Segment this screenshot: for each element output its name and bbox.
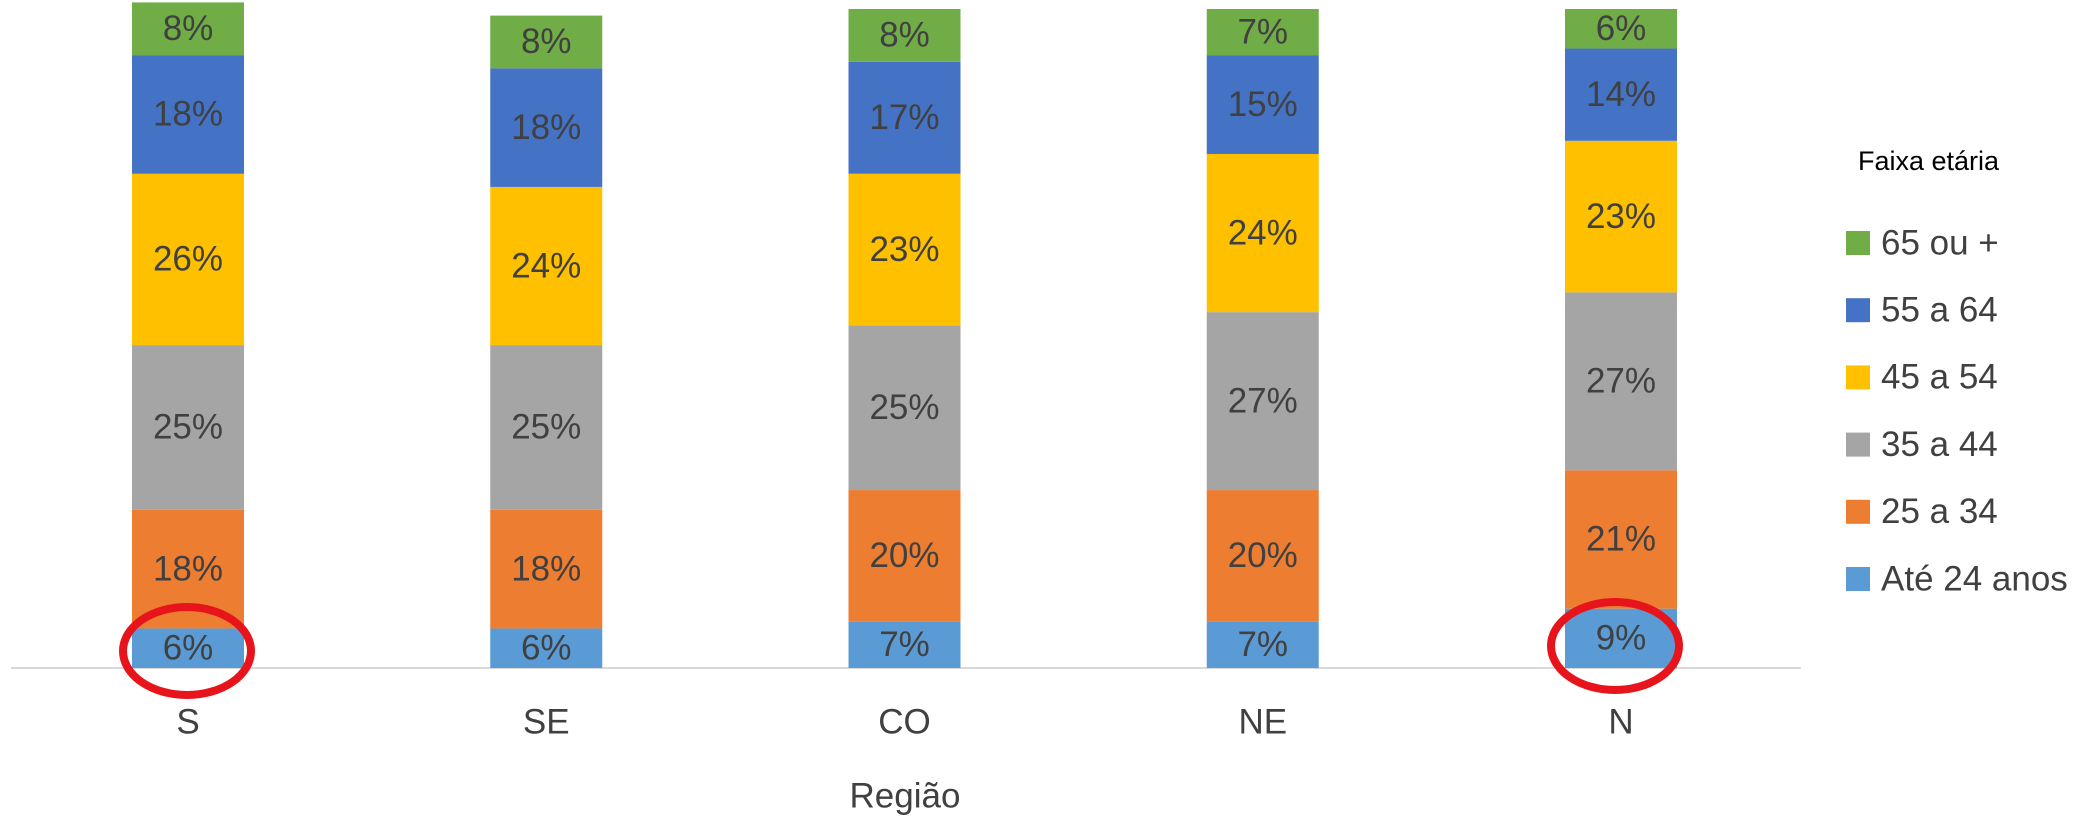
legend-swatch xyxy=(1846,298,1870,323)
legend-title: Faixa etária xyxy=(1858,146,2000,176)
bar-segment xyxy=(1206,312,1319,491)
data-label: 25% xyxy=(869,388,939,427)
bar-segment xyxy=(132,628,244,668)
data-label: 9% xyxy=(1596,619,1647,658)
bar-segment xyxy=(490,628,603,668)
data-label: 15% xyxy=(1228,85,1298,124)
data-label: 8% xyxy=(879,16,930,55)
bar-segment xyxy=(490,509,603,629)
x-tick-label: NE xyxy=(1238,702,1287,741)
bar-segment xyxy=(1206,621,1319,668)
data-label: 7% xyxy=(1237,625,1288,664)
data-label: 23% xyxy=(1586,197,1656,236)
data-label: 8% xyxy=(521,22,572,61)
data-label: 20% xyxy=(1228,536,1298,575)
data-label: 23% xyxy=(869,230,939,269)
legend-label: Até 24 anos xyxy=(1881,559,2068,598)
data-label: 25% xyxy=(511,408,581,447)
bar-segment xyxy=(848,9,961,62)
bar-segment xyxy=(848,325,961,491)
bar-segment xyxy=(848,490,961,622)
bar-segment xyxy=(132,2,244,56)
data-label: 20% xyxy=(869,536,939,575)
bar-segment xyxy=(1565,140,1677,293)
data-label: 18% xyxy=(153,95,223,134)
bar-segment xyxy=(490,68,603,187)
data-label: 27% xyxy=(1228,381,1298,420)
data-label: 24% xyxy=(1228,213,1298,252)
legend-label: 25 a 34 xyxy=(1881,492,1998,531)
data-label: 6% xyxy=(163,628,214,667)
bar-segment xyxy=(490,345,603,510)
bar-segment xyxy=(1206,9,1319,56)
bar-segment xyxy=(132,55,244,174)
legend-swatch xyxy=(1846,432,1870,457)
x-tick-label: CO xyxy=(878,702,931,741)
data-label: 26% xyxy=(153,240,223,279)
bar-segment xyxy=(1565,470,1677,609)
data-label: 21% xyxy=(1586,520,1656,559)
data-label: 25% xyxy=(153,408,223,447)
legend-label: 35 a 44 xyxy=(1881,425,1998,464)
x-tick-label: S xyxy=(176,702,199,741)
bar-segment xyxy=(490,15,603,69)
bar-segment xyxy=(1565,292,1677,471)
bar-segment xyxy=(848,621,961,668)
highlight-circle xyxy=(1547,598,1683,694)
x-tick-label: N xyxy=(1608,702,1633,741)
legend-label: 55 a 64 xyxy=(1881,290,1998,329)
marks: S 6% 18% 25% 26% 18% 8% SE 6% 18% 25% 24% 18% 8% CO 7% 2… xyxy=(132,2,2068,741)
bar-segment xyxy=(1565,48,1677,141)
data-label: 14% xyxy=(1586,75,1656,114)
bar-segment xyxy=(1565,9,1677,49)
bar-segment xyxy=(132,173,244,346)
bar-segment xyxy=(1565,608,1677,668)
data-label: 8% xyxy=(163,9,214,48)
legend-swatch xyxy=(1846,231,1870,255)
bar-segment xyxy=(1206,153,1319,313)
data-label: 7% xyxy=(1237,12,1288,51)
legend-label: 45 a 54 xyxy=(1881,358,1998,397)
data-label: 18% xyxy=(511,549,581,588)
data-label: 6% xyxy=(521,628,572,667)
bar-segment xyxy=(490,186,603,346)
data-label: 27% xyxy=(1586,362,1656,401)
data-label: 7% xyxy=(879,625,930,664)
data-label: 6% xyxy=(1596,9,1647,48)
legend-swatch xyxy=(1846,499,1870,524)
bar-segment xyxy=(1206,490,1319,622)
bar-segment xyxy=(848,61,961,174)
bar-segment xyxy=(848,173,961,326)
legend-swatch xyxy=(1846,567,1870,591)
data-label: 24% xyxy=(511,246,581,285)
data-label: 18% xyxy=(153,549,223,588)
bar-segment xyxy=(1206,55,1319,154)
legend-label: 65 ou + xyxy=(1881,223,1999,262)
legend-swatch xyxy=(1846,365,1870,390)
bar-segment xyxy=(132,345,244,510)
x-tick-label: SE xyxy=(523,702,570,741)
x-axis-title: Região xyxy=(850,776,961,815)
data-label: 17% xyxy=(869,98,939,137)
highlight-circle xyxy=(119,603,255,699)
data-label: 18% xyxy=(511,108,581,147)
